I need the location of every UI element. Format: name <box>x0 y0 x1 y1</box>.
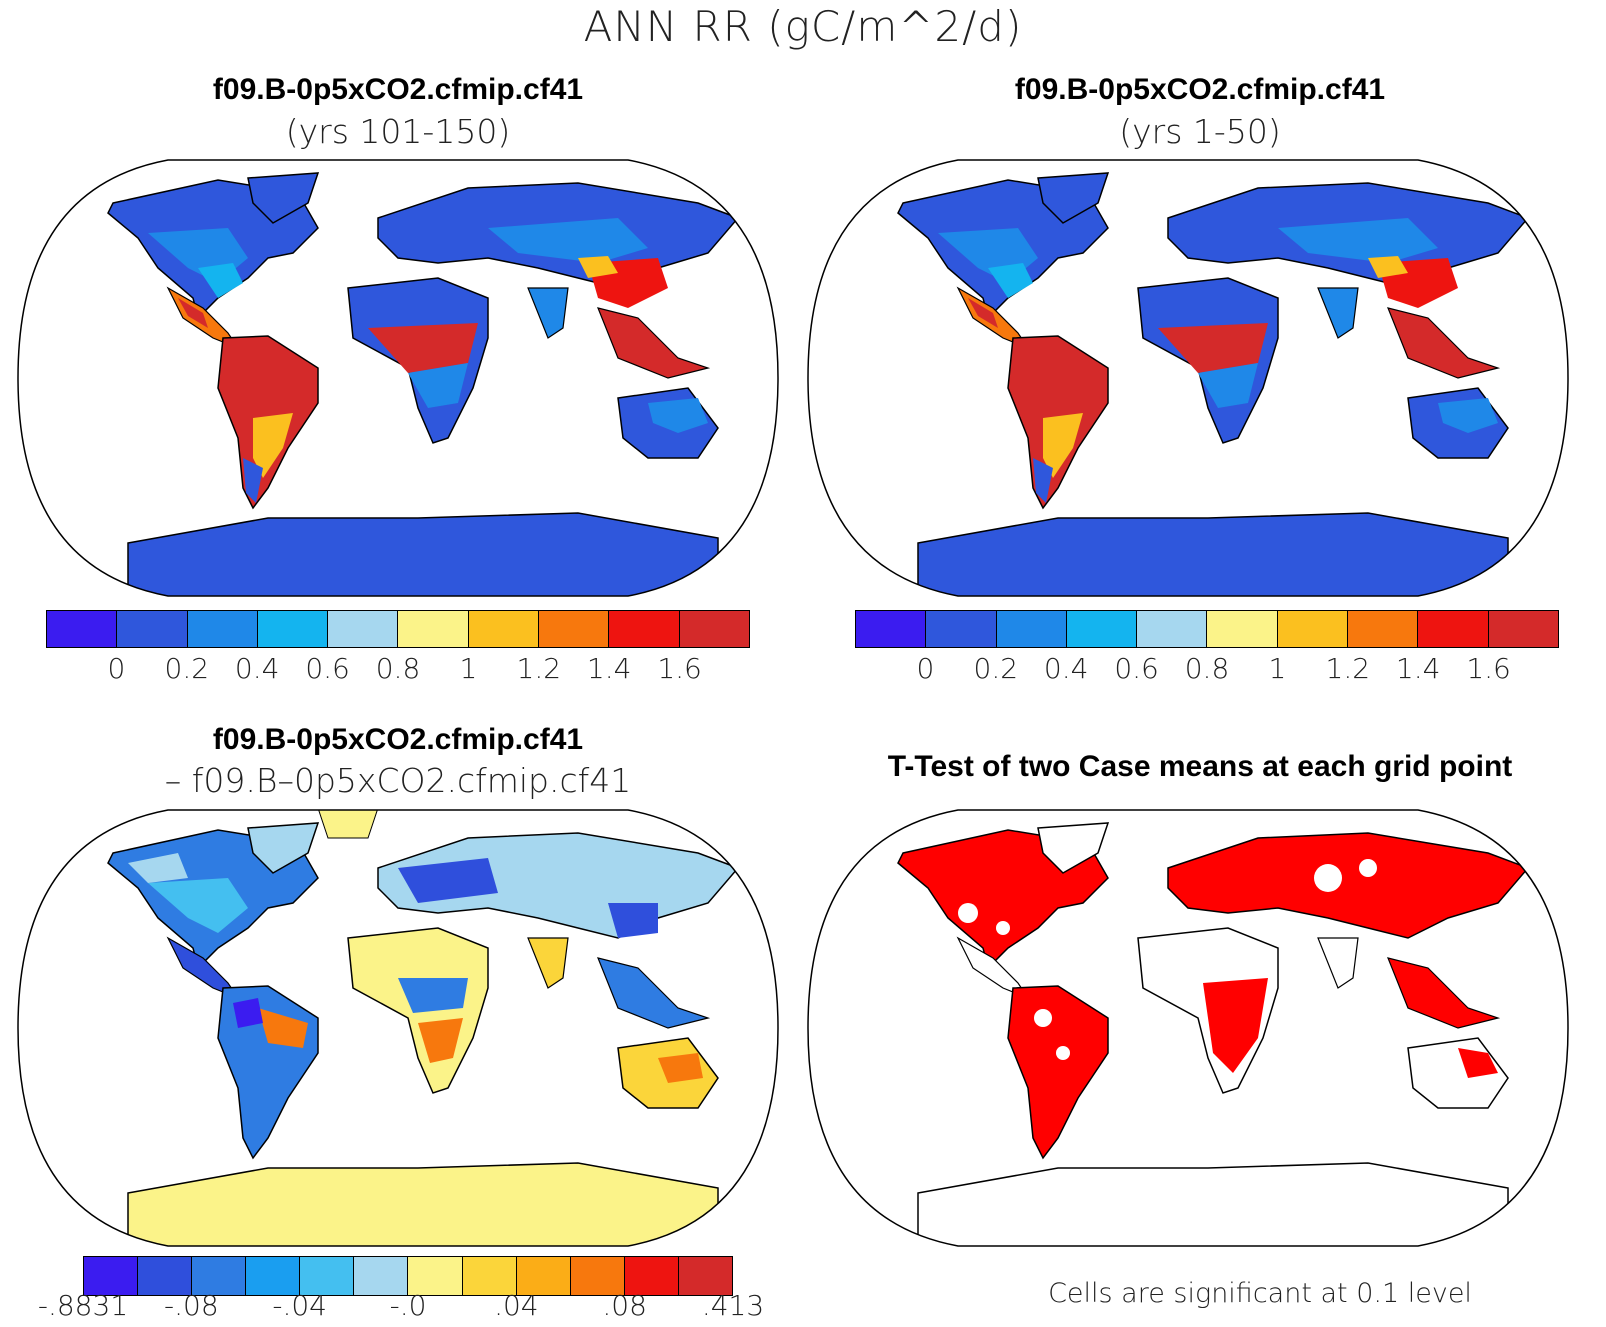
colorbar-tick-label: -.0 <box>389 1289 427 1322</box>
greenland <box>247 822 320 874</box>
colorbar-swatch <box>539 611 610 647</box>
colorbar-swatch <box>408 1257 463 1295</box>
colorbar-tick-label: 0 <box>107 652 126 685</box>
colorbar-swatch <box>856 611 927 647</box>
colorbar-tick-label: 1 <box>1268 652 1287 685</box>
colorbar-swatch <box>246 1257 301 1295</box>
colorbar-tick-label: 1.2 <box>516 652 562 685</box>
colorbar-swatch <box>1066 611 1138 647</box>
greenland <box>1037 822 1110 874</box>
colorbar-swatch <box>1348 611 1419 647</box>
colorbar-tick-label: 1.6 <box>657 652 702 685</box>
colorbar-tick-label: 1.4 <box>1395 652 1441 685</box>
colorbar-top-left <box>46 610 750 648</box>
colorbar-top-right <box>855 610 1559 648</box>
colorbar-swatch <box>138 1257 193 1295</box>
map-top-left <box>17 159 779 597</box>
panel-bottom-right-title: T-Test of two Case means at each grid po… <box>887 750 1513 783</box>
antarctica <box>127 512 719 596</box>
colorbar-swatch <box>1418 611 1489 647</box>
colorbar-swatch <box>187 611 258 647</box>
colorbar-bottom-left <box>83 1256 733 1296</box>
colorbar-tick-label: -.08 <box>164 1289 219 1322</box>
colorbar-swatch <box>354 1257 409 1295</box>
colorbar-tick-label: 0.8 <box>1184 652 1230 685</box>
colorbar-swatch <box>192 1257 247 1295</box>
india <box>1317 287 1359 339</box>
colorbar-tick-label: 0.4 <box>234 652 280 685</box>
colorbar-swatch <box>609 611 680 647</box>
greenland <box>247 172 320 224</box>
colorbar-tick-label: 0.2 <box>164 652 210 685</box>
colorbar-swatch <box>516 1257 571 1295</box>
colorbar-tick-label: 0.8 <box>375 652 421 685</box>
antarctica <box>127 1162 719 1246</box>
colorbar-tick-label: 0.4 <box>1043 652 1089 685</box>
india <box>1317 937 1359 989</box>
colorbar-swatch <box>47 611 118 647</box>
colorbar-swatch <box>1137 611 1208 647</box>
colorbar-swatch <box>84 1257 139 1295</box>
colorbar-swatch <box>624 1257 679 1295</box>
colorbar-tick-label: 1.6 <box>1466 652 1511 685</box>
panel-bottom-left-subtitle: – f09.B–0p5xCO2.cfmip.cf41 <box>164 761 632 800</box>
colorbar-tick-label: 0.6 <box>305 652 350 685</box>
colorbar-swatch <box>117 611 188 647</box>
colorbar-swatch <box>996 611 1067 647</box>
colorbar-tick-label: .08 <box>602 1289 647 1322</box>
figure-title: ANN RR (gC/m^2/d) <box>583 2 1023 51</box>
colorbar-tick-label: 1.4 <box>586 652 632 685</box>
antarctica <box>917 1162 1509 1246</box>
colorbar-swatch <box>398 611 469 647</box>
colorbar-top-right-ticks: 0 0.2 0.4 0.6 0.8 1 1.2 1.4 1.6 <box>855 652 1559 688</box>
eurasia <box>1167 832 1530 939</box>
colorbar-tick-label: 1 <box>459 652 478 685</box>
greenland <box>1037 172 1110 224</box>
panel-top-left-subtitle: (yrs 101-150) <box>285 112 511 151</box>
india <box>527 937 569 989</box>
colorbar-swatch <box>328 611 399 647</box>
colorbar-swatch <box>1488 611 1558 647</box>
colorbar-tick-label: .413 <box>701 1289 765 1322</box>
panel-top-left-title: f09.B-0p5xCO2.cfmip.cf41 <box>212 73 584 106</box>
colorbar-swatch <box>1277 611 1349 647</box>
panel-bottom-left-title: f09.B-0p5xCO2.cfmip.cf41 <box>212 723 584 756</box>
map-bottom-right <box>807 809 1569 1247</box>
colorbar-tick-label: -.8831 <box>37 1289 129 1322</box>
colorbar-tick-label: 0 <box>916 652 935 685</box>
antarctica <box>917 512 1509 596</box>
colorbar-swatch <box>1207 611 1278 647</box>
colorbar-swatch <box>678 1257 732 1295</box>
colorbar-tick-label: -.04 <box>272 1289 327 1322</box>
colorbar-tick-label: 1.2 <box>1325 652 1371 685</box>
colorbar-swatch <box>926 611 997 647</box>
colorbar-tick-label: 0.2 <box>973 652 1019 685</box>
colorbar-swatch <box>257 611 329 647</box>
map-bottom-left <box>17 809 779 1247</box>
significance-note: Cells are significant at 0.1 level <box>1048 1278 1472 1309</box>
colorbar-swatch <box>468 611 540 647</box>
map-top-right <box>807 159 1569 597</box>
panel-top-right-title: f09.B-0p5xCO2.cfmip.cf41 <box>1014 73 1386 106</box>
colorbar-tick-label: 0.6 <box>1114 652 1159 685</box>
colorbar-swatch <box>300 1257 355 1295</box>
colorbar-tick-label: .04 <box>494 1289 539 1322</box>
colorbar-swatch <box>570 1257 625 1295</box>
colorbar-swatch <box>679 611 749 647</box>
india <box>527 287 569 339</box>
colorbar-bottom-left-ticks: -.8831 -.08 -.04 -.0 .04 .08 .413 <box>38 1289 764 1325</box>
panel-top-right-subtitle: (yrs 1-50) <box>1119 112 1281 151</box>
colorbar-top-left-ticks: 0 0.2 0.4 0.6 0.8 1 1.2 1.4 1.6 <box>46 652 750 688</box>
south-america <box>1007 985 1109 1160</box>
colorbar-swatch <box>462 1257 517 1295</box>
